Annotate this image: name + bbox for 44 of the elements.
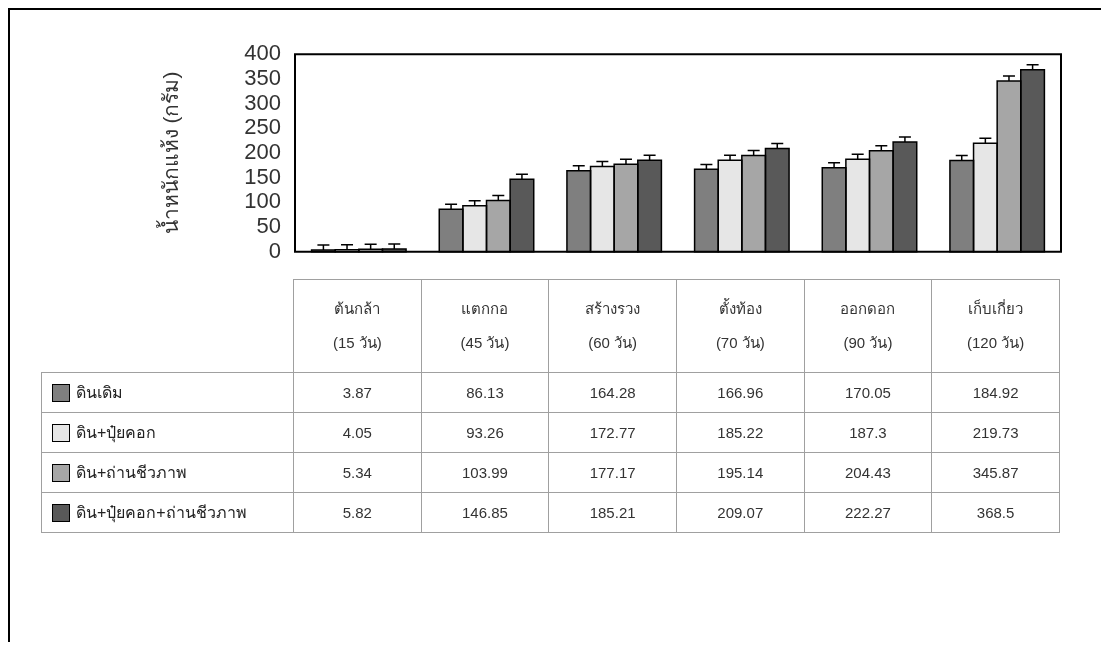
y-tick-label: 150 — [244, 163, 281, 189]
data-label: 195.14 — [676, 452, 805, 493]
data-label: 219.73 — [931, 412, 1060, 453]
data-label: 184.92 — [931, 372, 1060, 413]
data-label: 222.27 — [804, 492, 932, 533]
x-tick-label: ตั้งท้อง (70 วัน) — [676, 279, 805, 373]
data-label: 170.05 — [804, 372, 932, 413]
data-label: 146.85 — [421, 492, 549, 533]
data-label: 3.87 — [293, 372, 422, 413]
legend-label: ดิน+ปุ๋ยคอก+ถ่านชีวภาพ — [76, 504, 247, 521]
data-label: 93.26 — [421, 412, 549, 453]
data-label: 164.28 — [548, 372, 677, 413]
data-label: 185.22 — [676, 412, 805, 453]
data-label: 345.87 — [931, 452, 1060, 493]
x-tick-label: แตกกอ (45 วัน) — [421, 279, 549, 373]
y-tick-label: 300 — [244, 89, 281, 115]
data-label: 368.5 — [931, 492, 1060, 533]
y-tick-label: 50 — [256, 213, 281, 239]
data-label: 177.17 — [548, 452, 677, 493]
data-label: 172.77 — [548, 412, 677, 453]
data-label: 86.13 — [421, 372, 549, 413]
data-label: 185.21 — [548, 492, 677, 533]
x-tick-label: ต้นกล้า (15 วัน) — [293, 279, 422, 373]
x-tick-label: สร้างรวง (60 วัน) — [548, 279, 677, 373]
data-label: 187.3 — [804, 412, 932, 453]
legend-label: ดิน+ปุ๋ยคอก — [76, 424, 157, 441]
data-label: 204.43 — [804, 452, 932, 493]
y-tick-label: 100 — [244, 188, 281, 214]
y-tick-label: 0 — [268, 237, 281, 263]
data-label: 5.34 — [293, 452, 422, 493]
y-tick-label: 250 — [244, 114, 281, 140]
legend-label: ดินเดิม — [76, 384, 123, 401]
y-tick-label: 400 — [244, 40, 281, 66]
x-tick-label: เก็บเกี่ยว (120 วัน) — [931, 279, 1060, 373]
y-axis-title: น้ำหนักแห้ง (กรัม) — [156, 71, 183, 235]
data-label: 103.99 — [421, 452, 549, 493]
data-label: 166.96 — [676, 372, 805, 413]
legend-label: ดิน+ถ่านชีวภาพ — [76, 464, 188, 481]
data-label: 5.82 — [293, 492, 422, 533]
data-label: 209.07 — [676, 492, 805, 533]
y-tick-label: 350 — [244, 64, 281, 90]
y-tick-label: 200 — [244, 139, 281, 165]
data-label: 4.05 — [293, 412, 422, 453]
x-tick-label: ออกดอก (90 วัน) — [804, 279, 932, 373]
